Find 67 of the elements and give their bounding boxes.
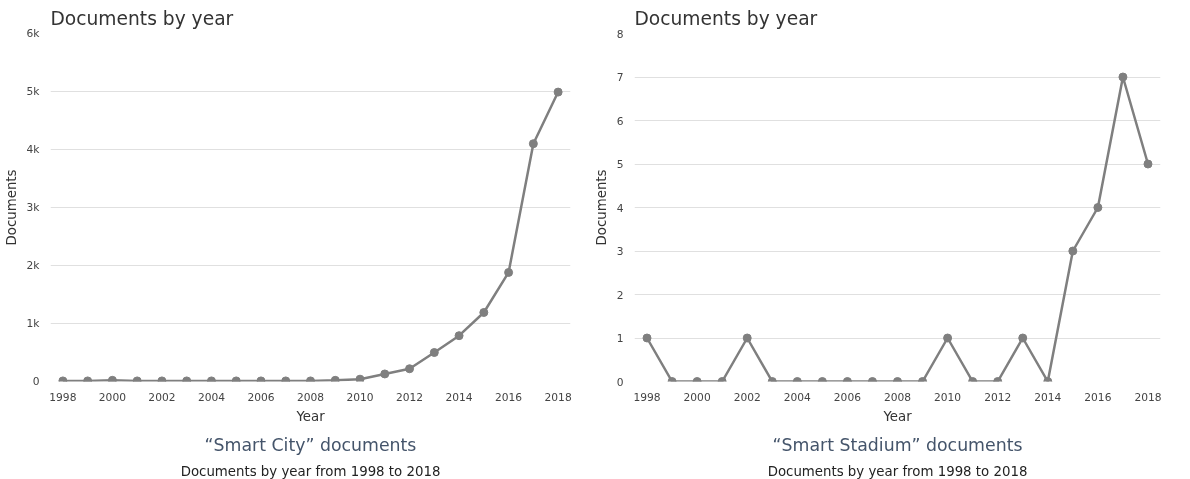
point [1018,333,1028,343]
text: Documents by year from 1998 to 2018 [180,463,441,479]
text: Documents by year from 1998 to 2018 [767,463,1028,479]
y-tick-label: 3k [26,201,41,214]
x-tick-label: 2004 [783,390,812,404]
chart-title: Documents by year [50,7,234,29]
y-tick-label: 4 [616,201,624,215]
x-tick-label: 2008 [883,390,912,404]
x-tick-label: 2012 [395,390,424,404]
x-tick-label: 2002 [733,390,761,404]
point [405,364,415,374]
x-tick-label: 2012 [984,390,1012,404]
point [330,375,340,382]
point [1118,72,1128,82]
point [742,333,752,343]
y-tick-label: 5k [26,85,41,98]
point [380,369,390,379]
y-tick-label: 8 [616,27,624,41]
point [479,307,489,317]
point [454,331,464,341]
y-tick-label: 1 [616,332,624,345]
x-tick-label: 2018 [544,390,572,404]
point [642,333,652,343]
y-tick-label: 4k [26,143,41,156]
y-tick-label: 7 [616,71,624,84]
x-tick-label: 2006 [833,390,862,404]
x-tick-label: 2018 [1134,390,1162,404]
x-tick-label: 2002 [148,390,176,404]
point [528,139,538,149]
y-tick-label: 0 [32,375,40,388]
text: “Smart Stadium” documents [772,434,1023,455]
x-tick-label: 2000 [683,390,711,404]
x-tick-label: 1998 [633,390,661,404]
y-axis-title: Documents [3,169,19,246]
x-tick-label: 2008 [296,390,325,404]
point [943,333,953,343]
y-tick-label: 2 [616,288,624,302]
point [1093,203,1103,212]
x-tick-label: 2016 [1084,390,1112,404]
point [1068,246,1078,256]
point [504,267,514,277]
text: “Smart City” documents [204,434,417,455]
x-axis-title: Year [882,408,913,424]
point [429,348,439,357]
y-tick-label: 0 [616,375,624,389]
x-tick-label: 2006 [247,390,275,404]
y-tick-label: 5 [616,158,624,171]
y-tick-label: 6 [616,114,624,128]
y-tick-label: 3 [616,245,624,258]
y-tick-label: 2k [26,259,41,272]
x-tick-label: 1998 [49,390,77,404]
x-tick-label: 2004 [197,390,226,404]
y-tick-label: 6k [26,27,41,40]
x-tick-label: 2014 [1034,390,1062,404]
x-axis-title: Year [295,408,326,424]
x-tick-label: 2014 [445,390,473,404]
point [1143,159,1153,169]
chart-title: Documents by year [634,7,818,29]
point [355,374,365,382]
x-tick-label: 2016 [495,390,523,404]
x-tick-label: 2000 [98,390,127,404]
y-tick-label: 1k [26,317,41,330]
y-axis-title: Documents [593,169,609,246]
x-tick-label: 2010 [346,390,374,404]
point [107,375,117,382]
point [553,87,563,97]
x-tick-label: 2010 [934,390,962,404]
